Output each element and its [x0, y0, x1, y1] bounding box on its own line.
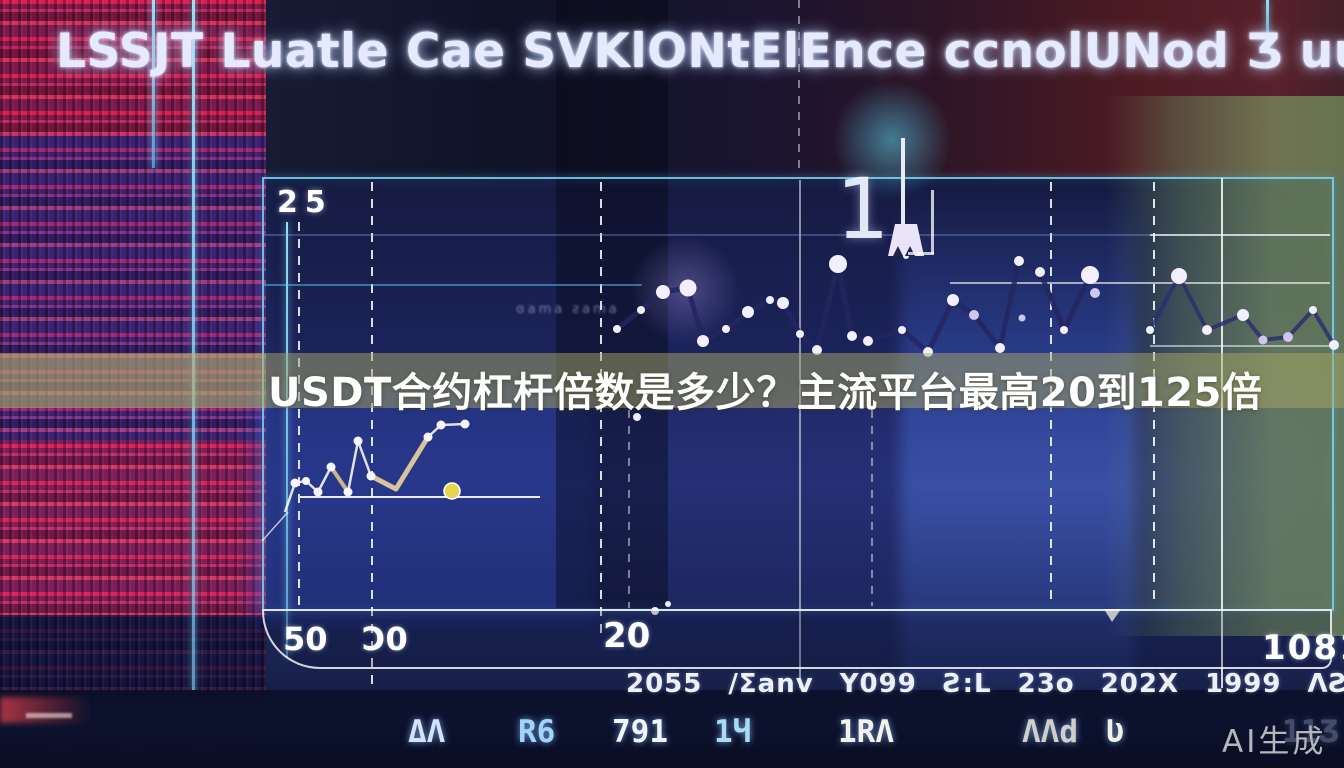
footer-glyph: ΔΛ — [408, 714, 446, 750]
footer-glyph: 11Ʒ — [1282, 714, 1338, 750]
y-gridline-cyan — [286, 222, 288, 658]
pin-number-glyph: 1 — [836, 160, 890, 258]
x-gridline-bright — [950, 282, 1330, 284]
y-gridline-dashed — [371, 182, 373, 688]
yellow-dot — [443, 482, 461, 500]
x-tick-label: Ɔ0 — [362, 620, 408, 658]
footer-glyph: 1Ч — [714, 714, 752, 750]
x-gridline-bright — [1150, 234, 1330, 236]
x-gridline-teal — [262, 284, 642, 286]
y-gridline-faint — [628, 410, 630, 608]
faint-ghost-text: ɞama ƨama — [516, 302, 620, 317]
bottom-strip — [0, 690, 1344, 768]
x-axis-strip — [262, 609, 1332, 669]
x-tick-label: 20 — [603, 616, 651, 656]
white-glitch-mark — [26, 713, 72, 718]
headline-band-left — [0, 353, 266, 408]
y-axis-label: 25 — [277, 185, 333, 220]
y-gridline-faint — [871, 410, 873, 606]
left-blue-glow — [248, 385, 593, 620]
y-gridline-dashed — [600, 182, 602, 640]
headline-band — [0, 353, 1344, 408]
x-tick-label: 50 — [283, 620, 328, 658]
footer-glyph: 791 — [612, 714, 668, 750]
footer-glyph: 1RΛ — [838, 714, 894, 750]
glitch-line-cyan — [192, 0, 195, 690]
red-glitch-mark — [0, 697, 92, 723]
x-gridline-bright — [1150, 345, 1330, 347]
dashed-line — [798, 0, 800, 175]
y-gridline-thin — [799, 180, 801, 688]
banner-text: LSSJT Luatle Cae ЅVKlONtElEnce ccnolUNod… — [56, 24, 1344, 79]
x-tick-label: 1081 — [1262, 628, 1344, 668]
headline-text: USDT合约杠杆倍数是多少？主流平台最高20到125倍 — [268, 370, 1263, 416]
date-gibberish-row: 2055 /Ʃanv Y099 Ƨ:L 23o 202X 1999 ΛƧnn7ƨ… — [626, 669, 1344, 699]
pin-icon — [888, 138, 934, 256]
down-triangle-marker — [1104, 609, 1121, 622]
teal-glow-blob — [832, 80, 952, 200]
footer-glyph: Ʋ — [1106, 714, 1125, 750]
glitch-line-cyan — [152, 0, 155, 168]
footer-glyph: R6 — [518, 714, 556, 750]
ai-generated-watermark: AI生成 — [1222, 724, 1327, 760]
glitch-line-cyan — [1266, 0, 1269, 46]
y-gridline-white — [1221, 178, 1223, 688]
y-gridline-dashed — [298, 222, 300, 608]
footer-glyph: ΛΛd — [1022, 714, 1078, 750]
x-gridline — [262, 234, 1330, 236]
